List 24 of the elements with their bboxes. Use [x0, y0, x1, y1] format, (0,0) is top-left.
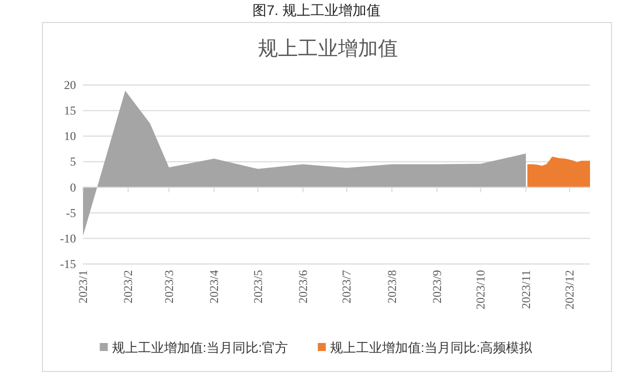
chart-title: 图7. 规上工业增加值 [252, 2, 380, 18]
y-tick-label: -10 [60, 231, 76, 246]
y-tick-label: 5 [70, 154, 76, 169]
x-tick-label: 2023/4 [207, 270, 222, 304]
x-tick-label: 2023/7 [340, 270, 354, 304]
y-tick-label: 0 [70, 180, 76, 194]
x-tick-label: 2023/12 [562, 270, 577, 310]
x-tick-label: 2023/10 [474, 270, 488, 310]
chart-subtitle: 规上工业增加值 [258, 38, 398, 60]
x-tick-label: 2023/1 [76, 270, 90, 304]
legend-label: 规上工业增加值:当月同比:高频模拟 [330, 340, 534, 355]
y-tick-label: 10 [64, 129, 76, 144]
y-tick-label: 20 [64, 78, 76, 92]
x-tick-label: 2023/2 [121, 270, 136, 304]
x-tick-label: 2023/6 [296, 270, 310, 304]
legend-label: 规上工业增加值:当月同比:官方 [112, 340, 288, 355]
y-tick-label: 15 [64, 104, 76, 118]
x-tick-label: 2023/9 [430, 270, 444, 304]
x-tick-label: 2023/11 [518, 270, 533, 309]
y-tick-label: -5 [66, 206, 76, 220]
x-tick-label: 2023/5 [250, 270, 265, 304]
x-tick-label: 2023/3 [162, 270, 176, 304]
x-tick-label: 2023/8 [384, 270, 399, 304]
y-tick-label: -15 [60, 257, 76, 271]
